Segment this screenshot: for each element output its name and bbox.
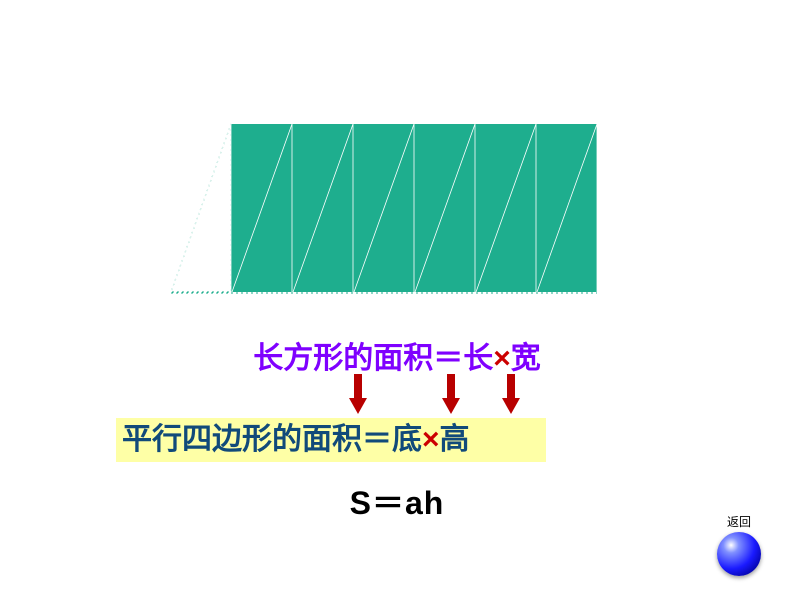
rectangle-area-formula: 长方形的面积＝长×宽 (0, 333, 794, 377)
para-times: × (422, 423, 440, 456)
rect-term1: 长 (463, 342, 493, 375)
para-label: 平行四边形的面积 (122, 423, 362, 456)
rect-eq: ＝ (433, 342, 463, 375)
rect-label: 长方形的面积 (253, 342, 433, 375)
para-term1: 底 (392, 423, 422, 456)
down-arrow-icon (502, 374, 520, 414)
symbolic-formula: S＝ah (0, 478, 794, 524)
back-label: 返回 (714, 513, 764, 530)
correspondence-arrows (0, 374, 794, 418)
sphere-icon (717, 532, 761, 576)
down-arrow-icon (442, 374, 460, 414)
rect-term2: 宽 (511, 342, 541, 375)
rect-times: × (493, 342, 511, 375)
para-term2: 高 (440, 423, 470, 456)
parallelogram-to-rectangle-diagram (163, 122, 603, 297)
down-arrow-icon (349, 374, 367, 414)
para-eq: ＝ (362, 423, 392, 456)
back-button[interactable]: 返回 (714, 513, 764, 576)
parallelogram-area-formula: 平行四边形的面积＝底×高 (116, 418, 546, 462)
